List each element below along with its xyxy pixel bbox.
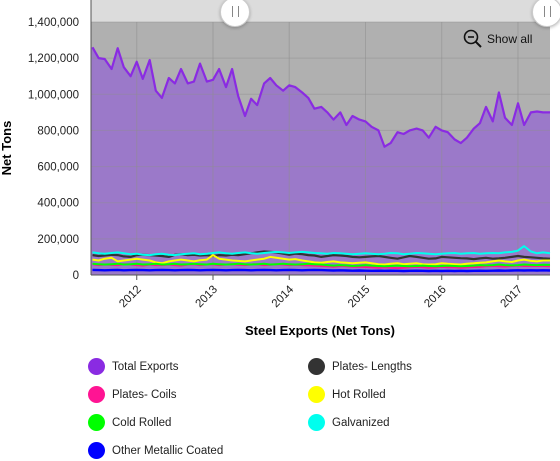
x-tick-label: 2013 bbox=[193, 284, 220, 311]
area-total-exports bbox=[91, 47, 550, 275]
x-tick-label: 2016 bbox=[422, 284, 449, 311]
y-tick-label: 1,200,000 bbox=[28, 53, 79, 65]
y-tick-label: 200,000 bbox=[37, 234, 79, 246]
legend-label: Total Exports bbox=[112, 360, 179, 373]
legend-label: Other Metallic Coated bbox=[112, 444, 224, 457]
x-tick-label: 2012 bbox=[117, 284, 144, 311]
legend-swatch bbox=[88, 358, 105, 375]
legend-label: Cold Rolled bbox=[112, 416, 172, 429]
range-navigator[interactable] bbox=[91, 0, 550, 22]
legend-label: Plates- Lengths bbox=[332, 360, 412, 373]
series-line-galvanized bbox=[92, 245, 551, 257]
series-layer bbox=[91, 21, 551, 276]
x-tick-label: 2014 bbox=[270, 283, 297, 310]
legend-swatch bbox=[88, 442, 105, 459]
x-tick-label: 2015 bbox=[346, 284, 373, 311]
range-handle-right[interactable] bbox=[532, 0, 560, 27]
legend-swatch bbox=[308, 414, 325, 431]
legend-label: Plates- Coils bbox=[112, 388, 177, 401]
y-tick-label: 800,000 bbox=[37, 125, 79, 137]
legend-item[interactable]: Hot Rolled bbox=[308, 386, 386, 403]
y-tick-label: 1,400,000 bbox=[28, 17, 79, 29]
series-line-total-exports bbox=[91, 46, 550, 148]
legend-item[interactable]: Plates- Coils bbox=[88, 386, 177, 403]
legend-swatch bbox=[308, 358, 325, 375]
legend-label: Hot Rolled bbox=[332, 388, 386, 401]
show-all-label: Show all bbox=[487, 32, 533, 46]
legend-swatch bbox=[88, 386, 105, 403]
x-axis-title: Steel Exports (Net Tons) bbox=[245, 323, 395, 338]
y-tick-label: 1,000,000 bbox=[28, 89, 79, 101]
zoom-out-icon bbox=[463, 29, 482, 48]
series-line-other-metallic-coated bbox=[92, 268, 551, 273]
y-tick-label: 400,000 bbox=[37, 198, 79, 210]
legend-item[interactable]: Total Exports bbox=[88, 358, 178, 375]
x-tick-labels: 2012 2013 2014 2015 2016 2017 bbox=[117, 283, 525, 310]
x-tick-label: 2017 bbox=[498, 284, 525, 311]
legend-item[interactable]: Cold Rolled bbox=[88, 414, 171, 431]
legend-item[interactable]: Other Metallic Coated bbox=[88, 442, 223, 459]
series-line-hot-rolled bbox=[92, 254, 550, 266]
y-axis-title: Net Tons bbox=[0, 121, 14, 176]
range-handle-left[interactable] bbox=[220, 0, 250, 27]
legend-item[interactable]: Galvanized bbox=[308, 414, 390, 431]
y-tick-labels: 0 200,000 400,000 600,000 800,000 1,000,000 1,… bbox=[28, 17, 79, 282]
legend: Total Exports Plates- Lengths Plates- Coil… bbox=[0, 356, 560, 461]
chart-svg: 0 200,000 400,000 600,000 800,000 1,000,000 1,… bbox=[0, 0, 551, 338]
legend-swatch bbox=[308, 386, 325, 403]
series-line-plates-lengths bbox=[92, 250, 551, 261]
legend-item[interactable]: Plates- Lengths bbox=[308, 358, 412, 375]
area-total-exports-edge bbox=[91, 47, 94, 275]
legend-label: Galvanized bbox=[332, 416, 390, 429]
show-all-button[interactable]: Show all bbox=[463, 29, 532, 49]
series-line-cold-rolled bbox=[92, 262, 551, 268]
y-tick-label: 0 bbox=[73, 270, 79, 282]
axes bbox=[90, 0, 550, 280]
y-tick-label: 600,000 bbox=[37, 162, 79, 174]
legend-swatch bbox=[88, 414, 105, 431]
